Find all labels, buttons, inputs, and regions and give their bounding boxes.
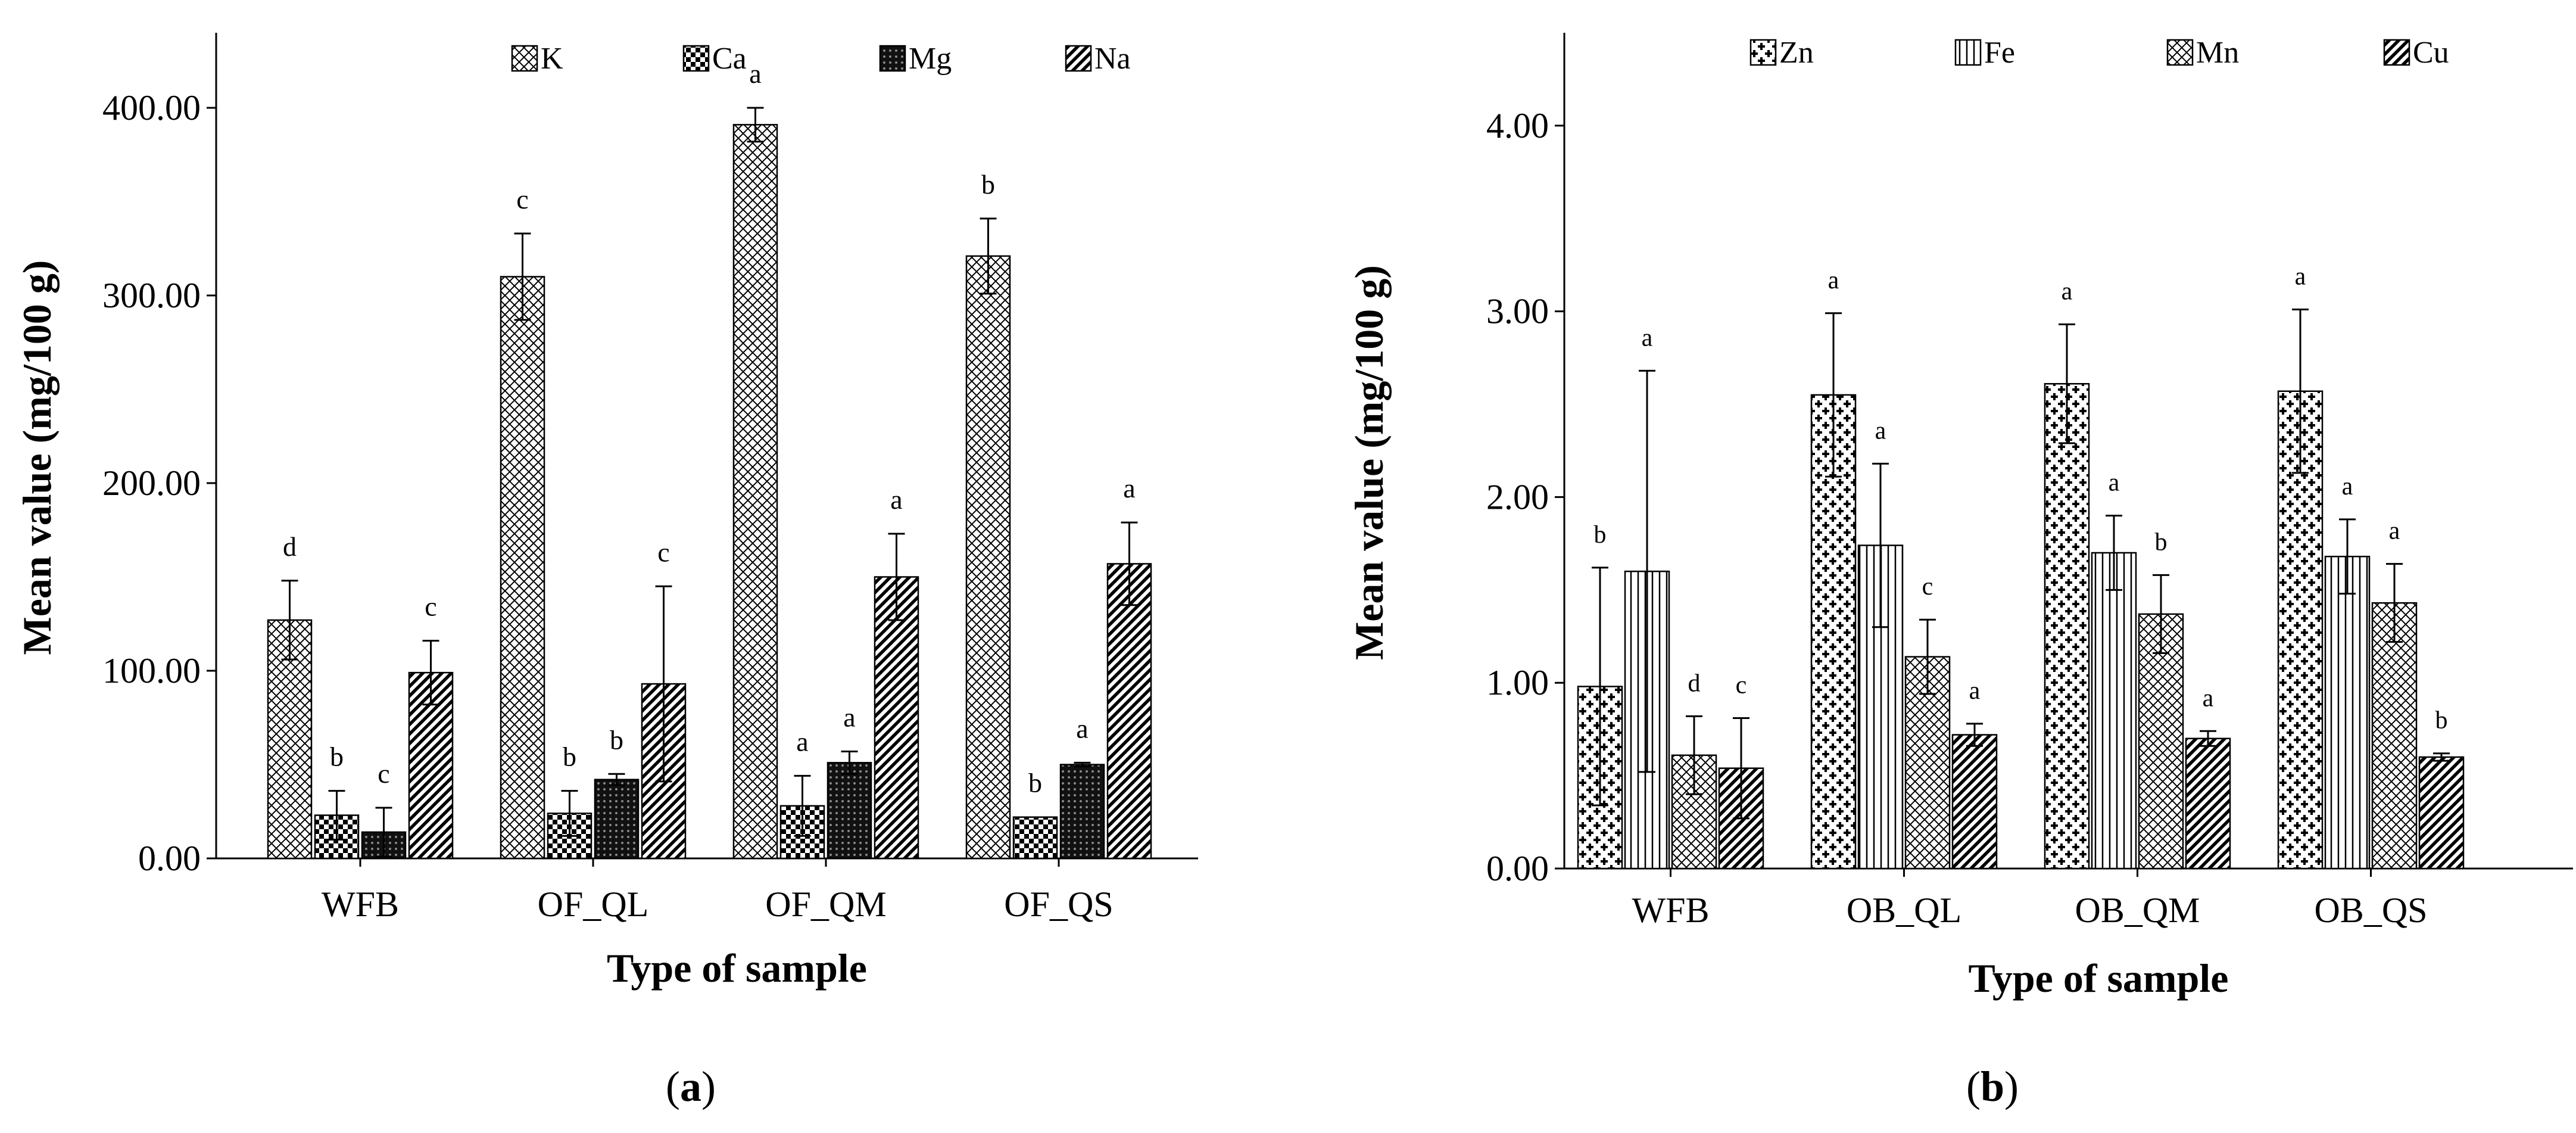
legend-swatch-cu xyxy=(2383,39,2410,66)
chart-panel-a: 0.00 100.00 200.00 300.00 400.00 Mean value (… xyxy=(14,33,1198,1110)
significance-letter: b xyxy=(2155,528,2168,556)
x-tick-label: OF_QM xyxy=(765,885,886,924)
x-tick-label: OF_QL xyxy=(538,885,649,924)
bar-cu-ob_qm xyxy=(2185,737,2231,870)
significance-letter: c xyxy=(1736,671,1747,699)
bar-cu-ob_ql xyxy=(1951,734,1998,870)
legend-swatch-fe xyxy=(1954,39,1982,66)
bar-fe-ob_qs xyxy=(2324,555,2371,870)
legend-swatch-ca xyxy=(682,45,710,72)
x-tick-label: OB_QM xyxy=(2075,891,2200,930)
x-tick-label: OB_QS xyxy=(2314,891,2427,930)
bar-mn-ob_qm xyxy=(2138,613,2184,870)
x-tick-label: WFB xyxy=(1632,891,1709,930)
bar-na-of_qm xyxy=(874,576,919,860)
y-tick-label: 2.00 xyxy=(1486,477,1549,516)
y-axis-label: Mean value (mg/100 g) xyxy=(14,260,60,655)
significance-letter: a xyxy=(1969,677,1981,705)
y-tick-label: 400.00 xyxy=(102,88,201,127)
significance-letter: a xyxy=(890,484,902,515)
legend-label-mg: Mg xyxy=(909,42,952,76)
y-tick-label: 200.00 xyxy=(102,463,201,503)
panel-label: (a) xyxy=(666,1063,716,1110)
significance-letter: b xyxy=(563,742,576,772)
y-axis-label: Mean value (mg/100 g) xyxy=(1346,265,1392,660)
y-tick-label: 4.00 xyxy=(1486,106,1549,145)
y-tick-label: 300.00 xyxy=(102,276,201,315)
legend-swatch-k xyxy=(511,45,538,72)
x-tick-label: OF_QS xyxy=(1004,885,1113,924)
significance-letter: a xyxy=(843,702,855,732)
bar-k-of_ql xyxy=(500,276,545,860)
panel-label: (b) xyxy=(1966,1063,2019,1110)
significance-letter: a xyxy=(1123,473,1135,503)
significance-letter: c xyxy=(516,184,528,214)
bar-cu-ob_qs xyxy=(2418,756,2465,870)
legend-swatch-mg xyxy=(879,45,906,72)
significance-letter: a xyxy=(2062,278,2073,305)
significance-letter: a xyxy=(2109,469,2120,497)
significance-letter: c xyxy=(378,758,389,789)
significance-letter: a xyxy=(1642,324,1653,351)
significance-letter: a xyxy=(2342,473,2353,500)
legend-label-mn: Mn xyxy=(2196,36,2239,70)
y-tick-label: 0.00 xyxy=(138,839,201,878)
significance-letter: b xyxy=(2435,707,2448,734)
significance-letter: b xyxy=(1028,768,1042,798)
bar-ca-of_qs xyxy=(1012,816,1058,860)
significance-letter: a xyxy=(2203,684,2214,712)
bar-zn-ob_qm xyxy=(2044,383,2090,870)
significance-letter: c xyxy=(425,592,436,622)
significance-letter: a xyxy=(1875,417,1886,444)
significance-letter: a xyxy=(1076,713,1088,743)
significance-letter: c xyxy=(657,537,669,567)
bar-k-of_qm xyxy=(732,124,778,860)
significance-letter: a xyxy=(796,726,808,757)
legend-label-fe: Fe xyxy=(1984,36,2015,70)
x-axis-label: Type of sample xyxy=(607,945,867,991)
legend-label-ca: Ca xyxy=(712,42,747,76)
bar-mg-of_qs xyxy=(1059,764,1105,860)
legend-label-cu: Cu xyxy=(2413,36,2449,70)
x-axis-label: Type of sample xyxy=(1969,955,2229,1001)
significance-letter: a xyxy=(2295,263,2306,291)
bar-k-of_qs xyxy=(965,255,1011,860)
significance-letter: c xyxy=(1922,573,1933,600)
bar-mg-of_qm xyxy=(827,762,872,860)
bar-fe-ob_qm xyxy=(2091,552,2137,870)
significance-letter: d xyxy=(1688,670,1701,697)
chart-panel-b: 0.00 1.00 2.00 3.00 4.00 Mean value (mg/100 g… xyxy=(1346,33,2573,1110)
bar-na-of_qs xyxy=(1106,563,1152,860)
significance-letter: b xyxy=(330,742,344,772)
y-tick-label: 3.00 xyxy=(1486,292,1549,331)
legend-swatch-zn xyxy=(1749,39,1777,66)
significance-letter: a xyxy=(2389,518,2400,545)
x-tick-label: OB_QL xyxy=(1847,891,1961,930)
significance-letter: b xyxy=(610,724,623,755)
significance-letter: b xyxy=(981,169,995,200)
legend-label-k: K xyxy=(541,42,563,76)
significance-letter: a xyxy=(749,58,761,89)
legend-swatch-mn xyxy=(2166,39,2194,66)
legend-label-zn: Zn xyxy=(1779,36,1814,70)
y-tick-label: 100.00 xyxy=(102,651,201,690)
significance-letter: b xyxy=(1594,521,1607,549)
legend-label-na: Na xyxy=(1094,42,1131,76)
bar-mg-of_ql xyxy=(594,779,640,860)
significance-letter: d xyxy=(283,531,297,562)
legend-swatch-na xyxy=(1065,45,1092,72)
y-tick-label: 0.00 xyxy=(1486,849,1549,888)
y-tick-label: 1.00 xyxy=(1486,663,1549,702)
significance-letter: a xyxy=(1828,267,1839,294)
x-tick-label: WFB xyxy=(322,885,399,924)
